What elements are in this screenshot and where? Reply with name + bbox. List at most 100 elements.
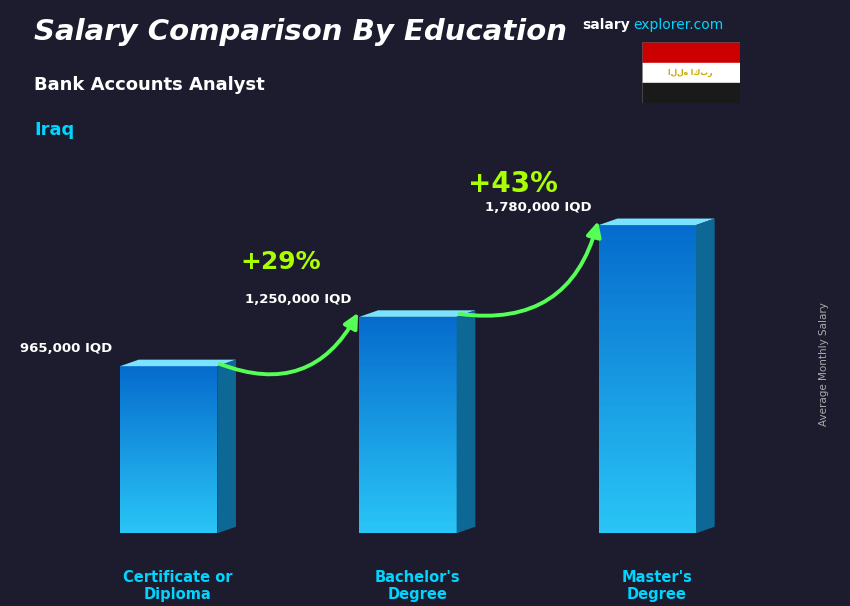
Bar — [120, 375, 218, 377]
Bar — [598, 460, 696, 464]
Bar — [360, 330, 456, 333]
Bar — [120, 498, 218, 500]
Bar — [598, 298, 696, 302]
Bar — [598, 433, 696, 437]
Bar — [360, 425, 456, 428]
Bar — [120, 468, 218, 471]
Bar — [120, 439, 218, 441]
Bar — [598, 398, 696, 402]
Bar — [360, 333, 456, 336]
Bar — [120, 444, 218, 445]
Bar — [598, 468, 696, 471]
Bar — [120, 460, 218, 462]
Bar — [120, 406, 218, 408]
Text: Master's
Degree: Master's Degree — [621, 570, 692, 602]
Bar — [360, 358, 456, 360]
Bar — [120, 429, 218, 431]
Bar — [120, 393, 218, 396]
Bar — [120, 381, 218, 383]
Bar — [598, 333, 696, 337]
Bar — [120, 493, 218, 496]
Bar — [360, 460, 456, 463]
Bar — [360, 498, 456, 501]
Bar — [598, 244, 696, 248]
Bar — [598, 364, 696, 368]
Bar — [598, 337, 696, 341]
Bar — [360, 465, 456, 468]
Bar — [120, 525, 218, 527]
Bar — [360, 336, 456, 339]
Bar — [120, 398, 218, 399]
Bar — [360, 325, 456, 328]
Bar — [360, 436, 456, 439]
Bar — [120, 467, 218, 468]
Polygon shape — [696, 219, 715, 533]
Bar — [598, 236, 696, 241]
Polygon shape — [218, 359, 236, 533]
Bar — [120, 422, 218, 425]
Bar — [120, 485, 218, 487]
Bar — [360, 322, 456, 325]
Bar — [120, 454, 218, 456]
Bar — [360, 419, 456, 422]
Bar — [120, 506, 218, 508]
Bar — [360, 390, 456, 393]
Bar — [360, 504, 456, 506]
Bar — [120, 389, 218, 391]
Bar — [120, 513, 218, 514]
Bar — [598, 283, 696, 287]
Bar — [360, 401, 456, 404]
Polygon shape — [360, 310, 475, 317]
Bar — [598, 514, 696, 518]
Bar — [360, 376, 456, 379]
Bar — [360, 360, 456, 363]
Bar — [360, 452, 456, 455]
Bar — [360, 468, 456, 471]
Bar — [598, 352, 696, 356]
Text: 1,250,000 IQD: 1,250,000 IQD — [246, 293, 352, 306]
Bar — [598, 229, 696, 233]
Bar — [598, 260, 696, 264]
Bar — [120, 416, 218, 418]
Bar — [598, 494, 696, 499]
Bar — [598, 483, 696, 487]
Bar — [120, 399, 218, 402]
Bar — [598, 499, 696, 502]
Bar — [360, 344, 456, 347]
Bar — [120, 477, 218, 479]
Bar — [360, 450, 456, 452]
Bar — [120, 383, 218, 385]
Bar — [598, 395, 696, 399]
Bar — [360, 495, 456, 498]
Bar — [120, 531, 218, 533]
Bar — [598, 248, 696, 252]
Bar — [598, 306, 696, 310]
Bar — [598, 368, 696, 371]
Bar — [360, 384, 456, 387]
Bar — [360, 509, 456, 511]
Bar — [120, 508, 218, 510]
Bar — [598, 452, 696, 456]
Bar — [360, 393, 456, 395]
Bar — [120, 464, 218, 467]
Text: explorer.com: explorer.com — [633, 18, 723, 32]
Bar — [360, 430, 456, 433]
Bar — [120, 514, 218, 516]
Bar — [120, 391, 218, 393]
Bar — [120, 402, 218, 404]
Bar — [360, 411, 456, 415]
Bar — [360, 349, 456, 352]
Bar — [360, 417, 456, 419]
Bar — [598, 302, 696, 306]
Bar — [120, 445, 218, 448]
Bar — [598, 348, 696, 352]
Bar — [120, 368, 218, 370]
Bar — [120, 456, 218, 458]
Bar — [120, 366, 218, 368]
Bar — [598, 344, 696, 348]
Bar — [598, 314, 696, 318]
Bar — [120, 431, 218, 433]
Bar — [360, 520, 456, 522]
Bar — [120, 387, 218, 389]
Bar — [120, 471, 218, 473]
